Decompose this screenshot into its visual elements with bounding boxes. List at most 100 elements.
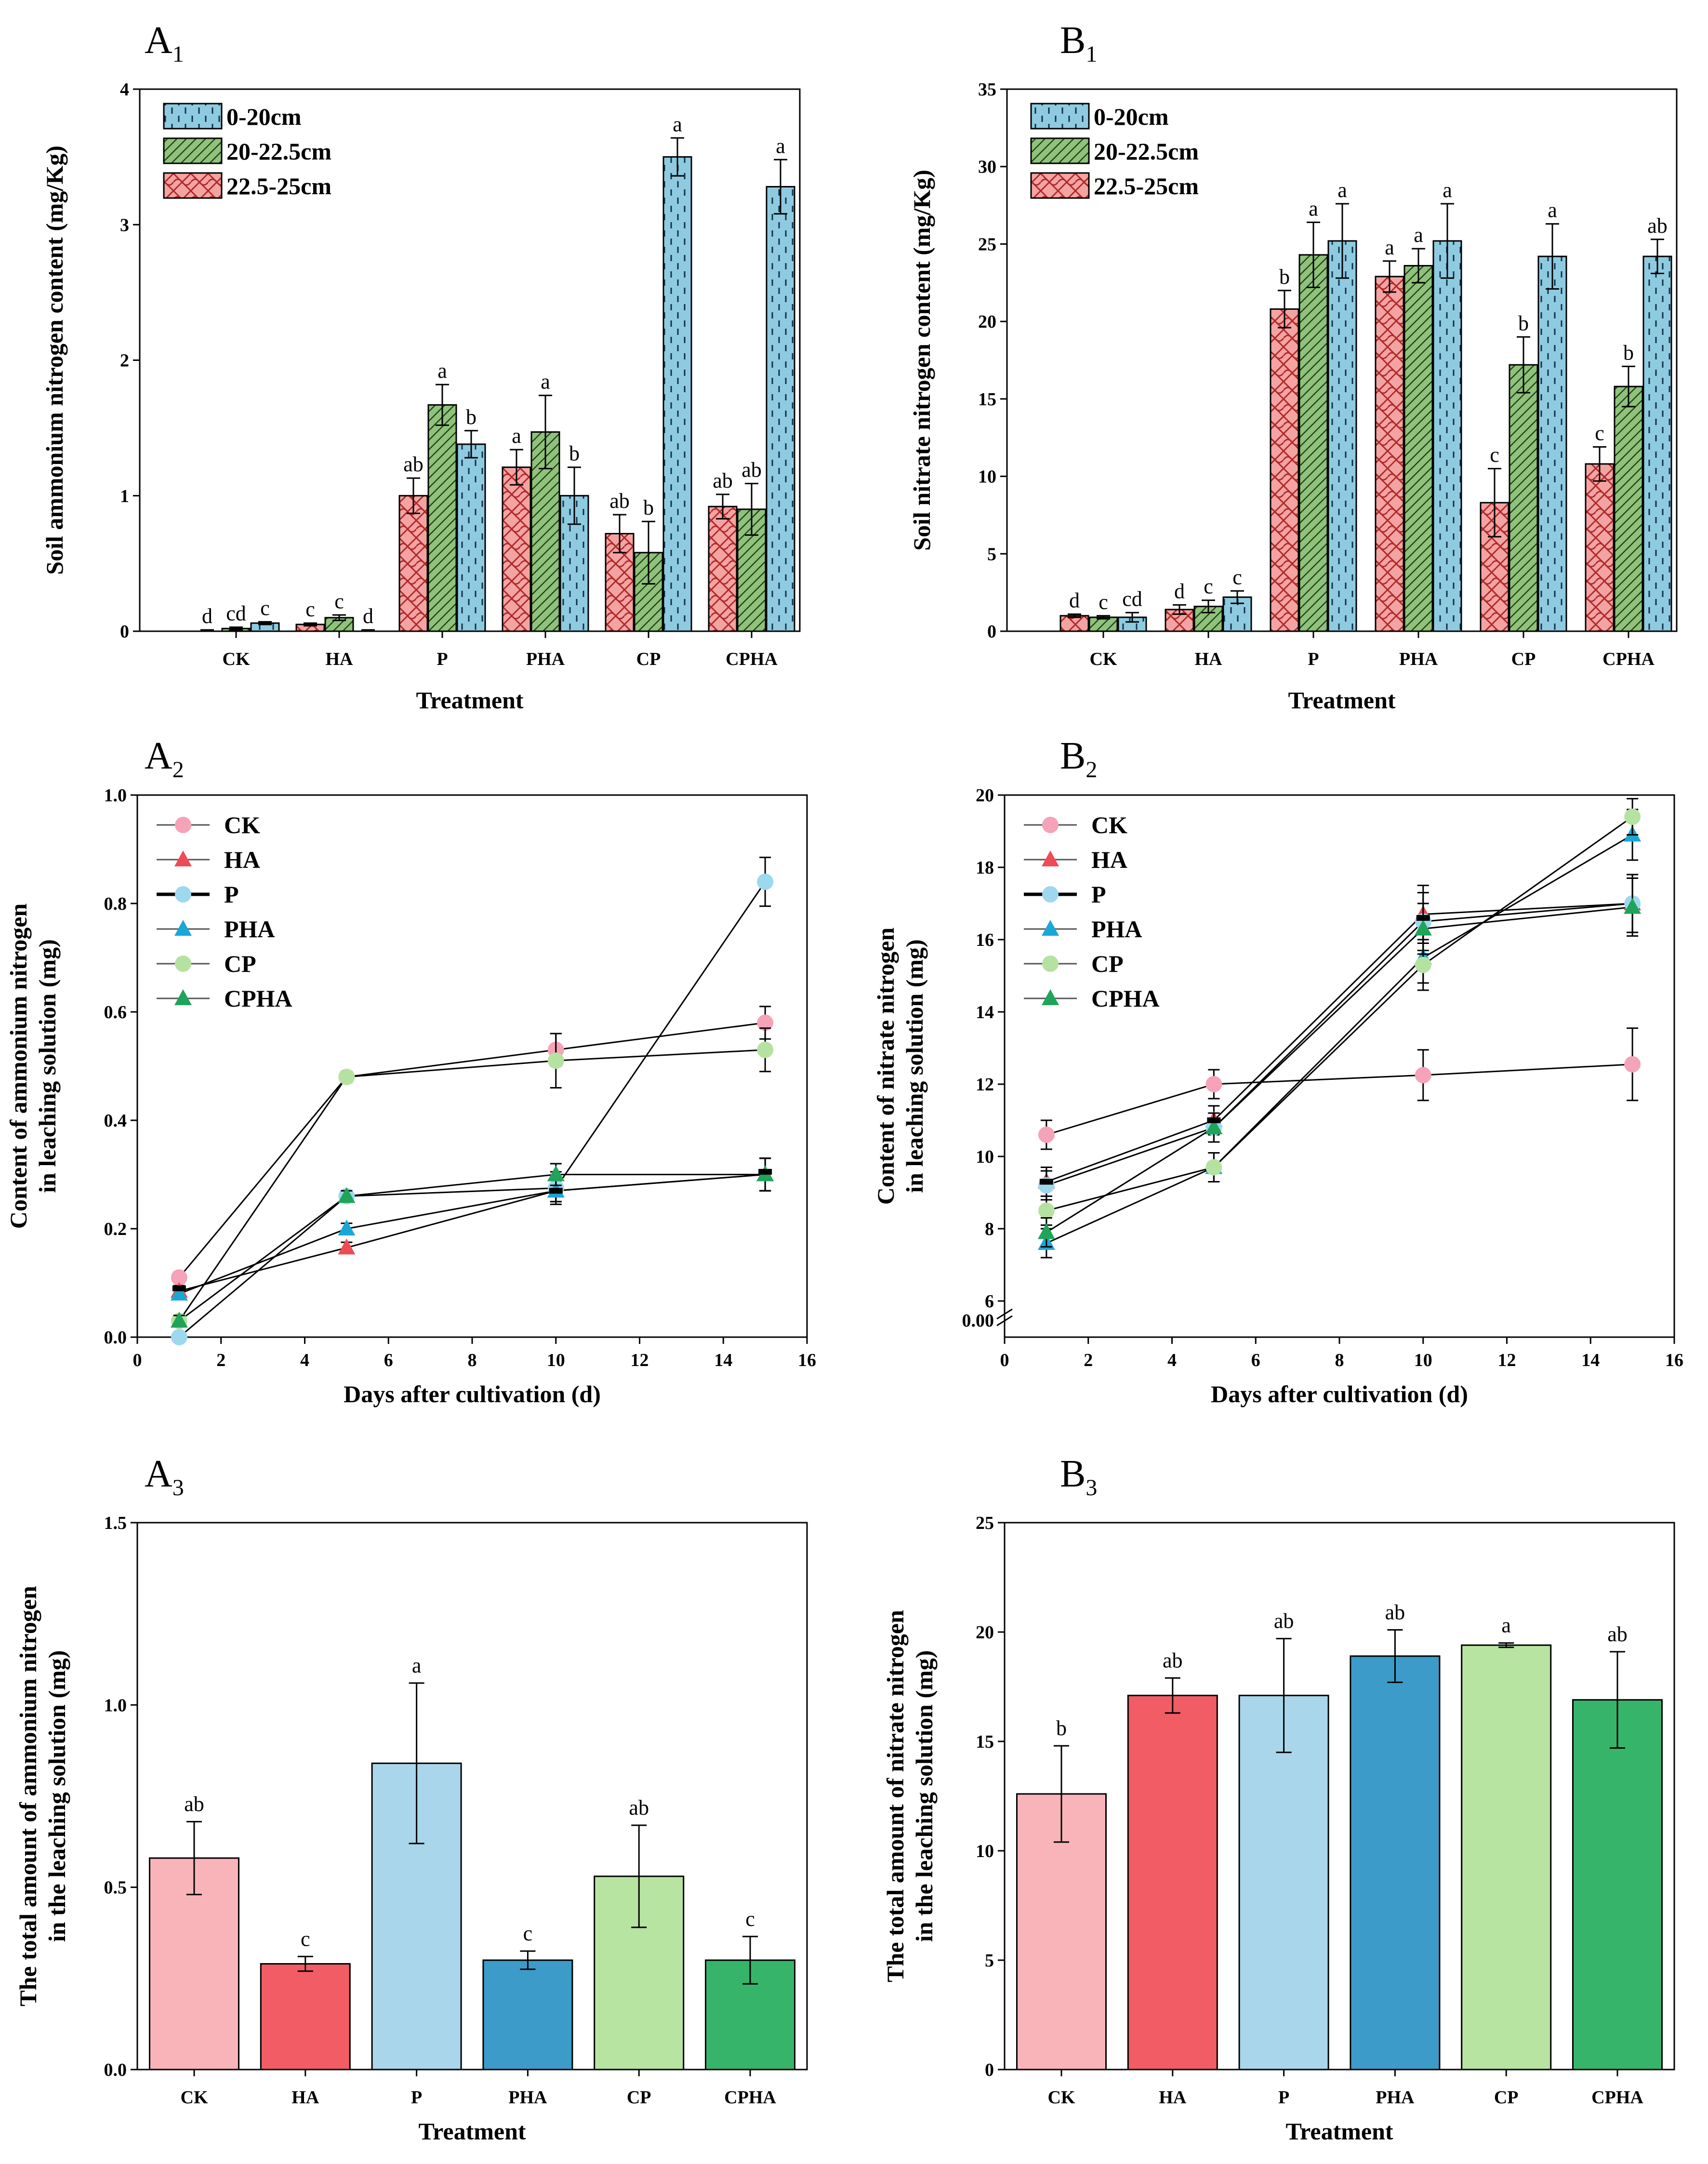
bar xyxy=(427,404,457,632)
panel-label: A1 xyxy=(145,19,184,67)
panel-b3: B3 0 5 10 15 20 25 b CK ab HA ab Pab PHA a CP ab CPHA Trea… xyxy=(882,1453,1675,2145)
legend-marker xyxy=(174,989,192,1005)
data-point xyxy=(757,1014,774,1031)
panel-label: B3 xyxy=(1060,1453,1097,1500)
y-tick-label: 5 xyxy=(985,1951,994,1971)
significance-letter: ab xyxy=(629,1796,649,1819)
legend-label: CP xyxy=(1091,950,1124,977)
bar xyxy=(1059,615,1089,632)
data-point xyxy=(1415,956,1431,973)
bar xyxy=(662,156,692,632)
panel-label: A2 xyxy=(145,735,184,783)
x-tick-label: PHA xyxy=(1399,649,1438,669)
legend-label: 22.5-25cm xyxy=(1094,173,1199,199)
data-point xyxy=(338,1069,355,1085)
legend-marker xyxy=(1042,956,1059,972)
x-tick-label: 2 xyxy=(216,1350,225,1370)
legend-marker xyxy=(175,956,191,972)
y-tick-label: 3 xyxy=(120,215,129,235)
legend-marker xyxy=(174,920,192,936)
bar xyxy=(1403,265,1433,632)
plot-frame xyxy=(136,1522,808,2071)
plot-frame xyxy=(1004,794,1675,1338)
x-tick-label: PHA xyxy=(508,2087,547,2108)
significance-letter: b xyxy=(1623,341,1634,364)
x-axis-title: Days after cultivation (d) xyxy=(1211,1381,1468,1407)
data-point xyxy=(171,1269,187,1286)
significance-letter: c xyxy=(1204,575,1213,598)
significance-letter: cd xyxy=(226,602,246,625)
bar xyxy=(1375,276,1404,632)
x-tick-label: 8 xyxy=(1335,1350,1344,1370)
data-point xyxy=(1415,1067,1431,1084)
y-tick-label: 2 xyxy=(120,351,129,371)
series-line xyxy=(178,1174,766,1322)
x-tick-label: 14 xyxy=(714,1350,732,1370)
significance-letter: a xyxy=(673,112,682,136)
series-line xyxy=(1046,906,1633,1233)
y-axis-title: in leaching solution (mg) xyxy=(34,939,61,1193)
x-tick-label: CP xyxy=(627,2087,651,2108)
data-point-marker xyxy=(1207,1117,1221,1123)
x-tick-label: 6 xyxy=(1251,1350,1260,1370)
bar xyxy=(1642,255,1672,632)
y-axis-title: Content of ammonium nitrogen xyxy=(5,903,32,1229)
data-point xyxy=(338,1220,356,1235)
significance-letter: c xyxy=(1099,590,1108,614)
x-tick-label: 8 xyxy=(468,1350,477,1370)
x-tick-label: 6 xyxy=(384,1350,393,1370)
x-axis-title: Treatment xyxy=(418,2118,526,2145)
y-tick-label: 35 xyxy=(978,80,996,100)
bar xyxy=(1350,1655,1441,2071)
bar xyxy=(1461,1644,1552,2071)
y-tick-label: 20 xyxy=(976,785,994,806)
bar xyxy=(708,505,738,632)
x-axis-title: Treatment xyxy=(416,687,523,714)
x-axis-title: Days after cultivation (d) xyxy=(344,1381,601,1407)
data-point xyxy=(547,1052,564,1069)
significance-letter: ab xyxy=(713,469,733,492)
y-tick-label: 0.8 xyxy=(104,894,127,914)
x-tick-label: 10 xyxy=(1414,1350,1432,1370)
bar xyxy=(1270,308,1299,632)
x-tick-label: CP xyxy=(636,649,661,669)
axis-break-mark xyxy=(996,1308,1013,1320)
significance-letter: c xyxy=(334,589,344,613)
legend-label: 20-22.5cm xyxy=(226,138,331,165)
significance-letter: ab xyxy=(1274,1609,1294,1633)
significance-letter: d xyxy=(1174,579,1185,603)
y-tick-label: 20 xyxy=(976,1622,994,1643)
legend-swatch xyxy=(163,103,223,130)
y-tick-label: 6 xyxy=(985,1291,994,1312)
significance-letter: d xyxy=(363,604,373,628)
significance-letter: a xyxy=(1337,178,1347,202)
series-line xyxy=(1046,816,1633,1211)
y-axis-title: The total amount of ammonium nitrogen xyxy=(14,1586,41,2006)
data-point xyxy=(1205,1118,1223,1134)
x-tick-label: CPHA xyxy=(724,2087,776,2108)
panel-label-subscript: 1 xyxy=(1086,41,1097,67)
data-point-marker xyxy=(549,1188,563,1194)
y-axis-title: Soil ammonium nitrogen content (mg/Kg) xyxy=(41,146,68,575)
x-tick-label: CP xyxy=(1511,649,1536,669)
y-tick-label: 0.2 xyxy=(104,1219,127,1239)
x-axis-title: Treatment xyxy=(1288,687,1395,714)
x-tick-label: 4 xyxy=(1167,1350,1177,1370)
axis-break-mark xyxy=(996,1315,1013,1327)
panel-label-subscript: 3 xyxy=(172,1475,184,1500)
significance-letter: ab xyxy=(741,458,762,481)
x-tick-label: 10 xyxy=(547,1350,565,1370)
y-tick-label: 0.0 xyxy=(104,1328,127,1348)
bar xyxy=(1509,364,1538,632)
significance-letter: a xyxy=(1414,223,1423,247)
y-tick-label: 10 xyxy=(976,1147,994,1167)
bar xyxy=(1327,240,1357,632)
significance-letter: c xyxy=(1232,565,1242,589)
data-point xyxy=(1037,1223,1055,1239)
significance-letter: a xyxy=(541,370,550,394)
significance-letter: c xyxy=(260,596,270,620)
series-line xyxy=(179,1174,766,1295)
bar xyxy=(1127,1695,1218,2071)
data-point xyxy=(338,1187,356,1203)
data-point xyxy=(757,1041,774,1058)
